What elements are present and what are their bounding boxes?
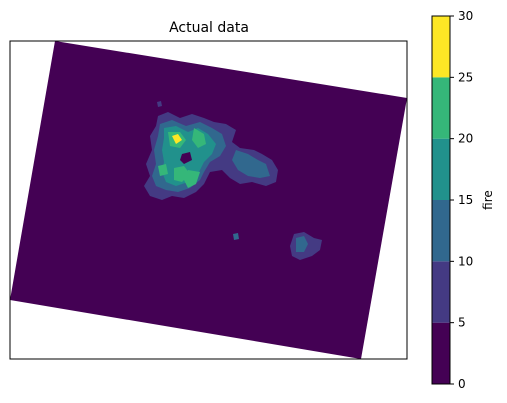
contour-east-level-2 — [296, 236, 308, 252]
colorbar-label: fire — [481, 190, 495, 210]
colorbar-ticks: 0 5 10 15 20 25 30 — [450, 9, 473, 391]
colorbar-tick-label: 0 — [458, 377, 466, 391]
colorbar-band-4 — [432, 77, 450, 139]
colorbar-tick-label: 15 — [458, 193, 473, 207]
contour-small-spot — [233, 233, 239, 240]
chart-title: Actual data — [169, 20, 249, 36]
colorbar-band-0 — [432, 322, 450, 384]
colorbar-band-5 — [432, 16, 450, 78]
contour-main-level-5 — [172, 134, 182, 144]
colorbar-tick-label: 25 — [458, 70, 473, 84]
contour-tiny-spot — [157, 101, 162, 107]
colorbar — [432, 16, 450, 384]
colorbar-tick-label: 20 — [458, 132, 473, 146]
colorbar-tick-label: 5 — [458, 316, 466, 330]
axes-frame — [9, 40, 408, 360]
contour-main-hole — [180, 152, 192, 164]
colorbar-band-2 — [432, 200, 450, 262]
colorbar-tick-label: 30 — [458, 9, 473, 23]
colorbar-tick-label: 10 — [458, 254, 473, 268]
colorbar-band-3 — [432, 138, 450, 200]
colorbar-band-1 — [432, 261, 450, 323]
data-domain — [10, 41, 407, 359]
contour-main-level-4 — [158, 128, 206, 188]
contour-layer — [144, 101, 322, 260]
